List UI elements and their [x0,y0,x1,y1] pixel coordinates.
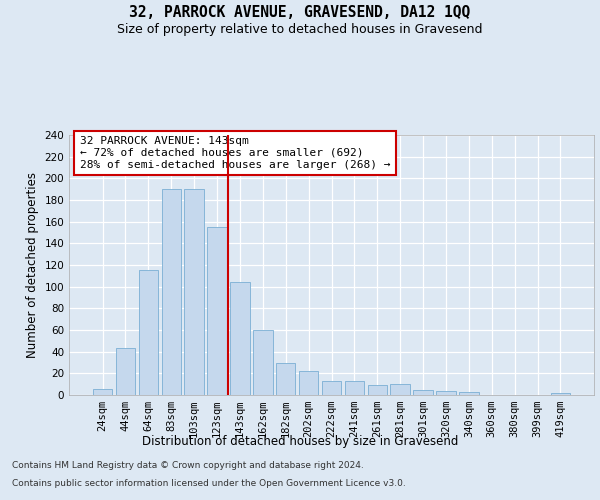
Bar [139,270,158,395]
Bar [208,227,227,395]
Bar [161,189,181,395]
Bar [436,390,455,395]
Y-axis label: Number of detached properties: Number of detached properties [26,172,39,358]
Bar [93,388,112,395]
Bar [344,381,364,395]
Bar [551,393,570,395]
Text: Distribution of detached houses by size in Gravesend: Distribution of detached houses by size … [142,435,458,448]
Bar [391,384,410,395]
Bar [230,282,250,395]
Bar [116,348,135,395]
Text: 32, PARROCK AVENUE, GRAVESEND, DA12 1QQ: 32, PARROCK AVENUE, GRAVESEND, DA12 1QQ [130,5,470,20]
Text: Size of property relative to detached houses in Gravesend: Size of property relative to detached ho… [117,22,483,36]
Text: Contains HM Land Registry data © Crown copyright and database right 2024.: Contains HM Land Registry data © Crown c… [12,461,364,470]
Bar [322,381,341,395]
Bar [253,330,272,395]
Bar [276,362,295,395]
Bar [459,392,479,395]
Text: Contains public sector information licensed under the Open Government Licence v3: Contains public sector information licen… [12,478,406,488]
Bar [184,189,204,395]
Text: 32 PARROCK AVENUE: 143sqm
← 72% of detached houses are smaller (692)
28% of semi: 32 PARROCK AVENUE: 143sqm ← 72% of detac… [79,136,390,170]
Bar [299,371,319,395]
Bar [368,385,387,395]
Bar [413,390,433,395]
